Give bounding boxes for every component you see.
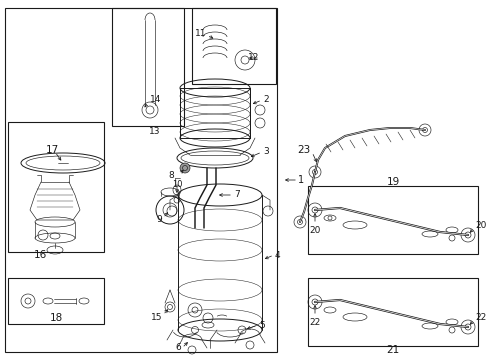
Text: 2: 2 xyxy=(263,95,268,104)
Text: 12: 12 xyxy=(247,54,259,63)
Text: 6: 6 xyxy=(175,343,181,352)
Text: 10: 10 xyxy=(171,180,182,189)
Bar xyxy=(307,278,477,346)
Text: 9: 9 xyxy=(156,216,162,225)
Text: 17: 17 xyxy=(45,145,59,155)
Text: 7: 7 xyxy=(234,190,239,199)
Text: 5: 5 xyxy=(259,320,264,329)
Bar xyxy=(5,8,276,352)
Text: 11: 11 xyxy=(194,30,205,39)
Bar xyxy=(180,88,249,138)
Text: 19: 19 xyxy=(386,177,399,187)
Text: 8: 8 xyxy=(168,171,174,180)
Text: 13: 13 xyxy=(149,127,161,136)
Bar xyxy=(307,186,477,254)
Text: 1: 1 xyxy=(297,175,304,185)
Text: 21: 21 xyxy=(386,345,399,355)
Text: 22: 22 xyxy=(309,318,320,327)
Circle shape xyxy=(180,163,190,173)
Text: 18: 18 xyxy=(49,313,62,323)
Text: 3: 3 xyxy=(263,148,268,157)
Text: 20: 20 xyxy=(474,221,486,230)
Bar xyxy=(112,8,183,126)
Text: 22: 22 xyxy=(474,314,485,323)
Text: 16: 16 xyxy=(33,250,46,260)
Text: 23: 23 xyxy=(296,145,309,155)
Text: 20: 20 xyxy=(309,226,320,235)
Bar xyxy=(8,278,104,324)
Bar xyxy=(192,8,275,84)
Text: 15: 15 xyxy=(150,312,162,321)
Text: 4: 4 xyxy=(274,251,280,260)
Text: 14: 14 xyxy=(150,95,161,104)
Bar xyxy=(8,122,104,252)
